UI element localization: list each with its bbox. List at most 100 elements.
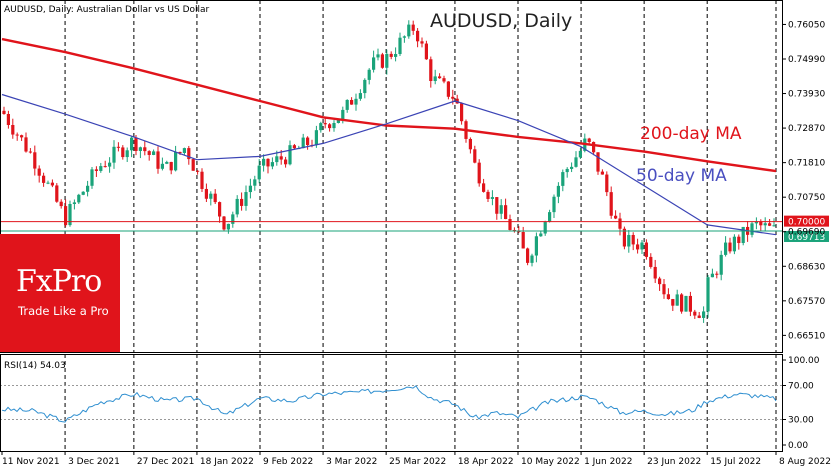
candle-body [367,69,371,80]
candle-body [11,124,15,135]
rsi-tick-label: 30.00 [788,416,814,426]
time-tick-label: 3 Dec 2021 [68,457,120,467]
time-tick-label: 18 Jan 2022 [200,457,254,467]
candle-body [614,215,618,219]
time-axis: 11 Nov 2021 3 Dec 2021 27 Dec 2021 18 Jan 2… [1,451,831,467]
candle-body [530,255,534,263]
price-lines-layer: 0.70000 0.69713 [0,215,829,243]
candle-body [275,156,279,163]
candle-body [235,198,239,215]
candle-body [754,221,758,224]
candle-body [486,191,490,199]
candle-body [636,244,640,250]
candle-body [143,147,147,152]
time-tick-label: 9 Feb 2022 [263,457,313,467]
candle-body [600,171,604,175]
price-tick-label: 0.74990 [788,55,825,65]
candle-body [336,119,340,123]
logo-wordmark: FxPro [16,264,102,299]
candle-body [693,311,697,316]
candle-body [477,162,481,184]
candle-body [732,236,736,252]
candle-body [24,137,28,152]
candle-body [385,53,389,68]
candle-body [358,93,362,99]
price-tick-label: 0.70750 [788,193,825,203]
rsi-tick-label: 0.00 [788,441,808,451]
candle-body [552,196,556,213]
candle-body [209,193,213,199]
rsi-line [1,385,777,423]
candle-body [759,221,763,226]
rsi-title: RSI(14) 54.03 [4,361,66,371]
price-tick-label: 0.71810 [788,159,825,169]
candle-body [354,98,358,105]
candle-body [174,151,178,171]
candle-body [658,278,662,285]
candle-body [279,156,283,160]
candle-body [451,96,455,99]
candle-body [442,78,446,82]
price-line-label: 0.69713 [788,233,825,243]
main-panel-border [0,0,783,353]
candle-body [631,234,635,245]
candle-body [152,151,156,155]
candle-body [644,242,648,257]
candle-body [561,172,565,186]
candle-body [306,137,310,146]
rsi-tick-label: 100.00 [788,356,820,366]
candle-body [270,162,274,167]
candle-body [284,159,288,165]
candle-body [666,294,670,300]
candle-body [499,205,503,214]
candle-body [240,198,244,206]
candle-body [64,206,68,226]
time-tick-label: 8 Aug 2022 [779,457,831,467]
candle-body [768,223,772,226]
candle-body [680,294,684,312]
candle-body [72,202,76,205]
candle-body [86,185,90,192]
rsi-panel-border [0,354,783,452]
candle-body [490,197,494,199]
candle-body [248,185,252,193]
candle-body [138,147,142,151]
candle-body [314,130,318,146]
candle-body [213,193,217,203]
candle-body [46,182,50,184]
logo-tagline: Trade Like a Pro [18,304,109,318]
candle-body [521,232,525,249]
candle-body [196,170,200,172]
candle-body [59,201,63,207]
candle-body [407,24,411,37]
candle-body [671,299,675,306]
candle-body [438,76,442,79]
price-tick-label: 0.73930 [788,90,825,100]
candle-body [99,166,103,171]
time-tick-label: 10 May 2022 [521,457,580,467]
candle-body [288,145,292,165]
candle-body [156,151,160,169]
candle-body [182,148,186,153]
candle-body [526,248,530,263]
price-line-label-box [784,215,829,227]
candle-body [662,284,666,295]
candle-body [539,233,543,237]
candle-body [292,145,296,149]
candle-body [640,242,644,250]
time-tick-label: 25 Mar 2022 [389,457,446,467]
candle-body [6,113,10,125]
candle-body [37,168,41,176]
candle-body [724,242,728,255]
candle-body [222,216,226,230]
candle-body [495,197,499,214]
rsi-layer [0,385,782,423]
candle-body [416,30,420,42]
candle-body [77,194,81,203]
candle-body [570,166,574,169]
candle-body [543,221,547,234]
candle-body [455,98,459,104]
price-tick-label: 0.76050 [788,20,825,30]
